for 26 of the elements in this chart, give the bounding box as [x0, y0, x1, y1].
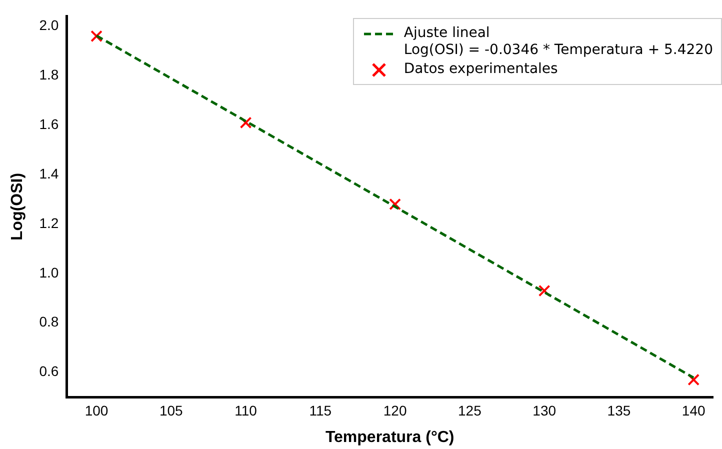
x-tick-label: 110: [234, 402, 258, 418]
x-tick-label: 115: [309, 402, 332, 418]
legend-label: Ajuste lineal Log(OSI) = -0.0346 * Temperatura + 5.4220: [404, 25, 713, 59]
x-tick-label: 120: [383, 402, 407, 418]
x-tick-label: 135: [607, 402, 631, 418]
point: [240, 116, 252, 129]
x-tick-label: 105: [159, 402, 184, 418]
y-tick-label: 2.0: [39, 17, 59, 34]
y-axis-title: Log(OSI): [9, 172, 26, 240]
y-tick-label: 1.0: [39, 264, 59, 280]
x-tick-label: 125: [458, 402, 482, 418]
y-tick-label: 0.8: [39, 314, 59, 330]
x-tick-label: 140: [682, 402, 706, 418]
point: [688, 374, 700, 386]
point: [389, 198, 402, 210]
y-tick-label: 1.2: [39, 214, 59, 231]
legend-label: Datos experimentales: [404, 61, 558, 78]
y-tick-label: 1.4: [39, 165, 59, 182]
y-tick-label: 1.8: [39, 66, 59, 83]
point: [90, 30, 102, 42]
y-tick-label: 1.6: [39, 116, 59, 132]
x-tick-label: 100: [84, 402, 108, 418]
y-tick-label: 0.6: [39, 363, 59, 380]
point: [538, 284, 550, 297]
x-axis-title: Temperatura (°C): [325, 428, 454, 446]
x-tick-label: 130: [532, 402, 556, 418]
